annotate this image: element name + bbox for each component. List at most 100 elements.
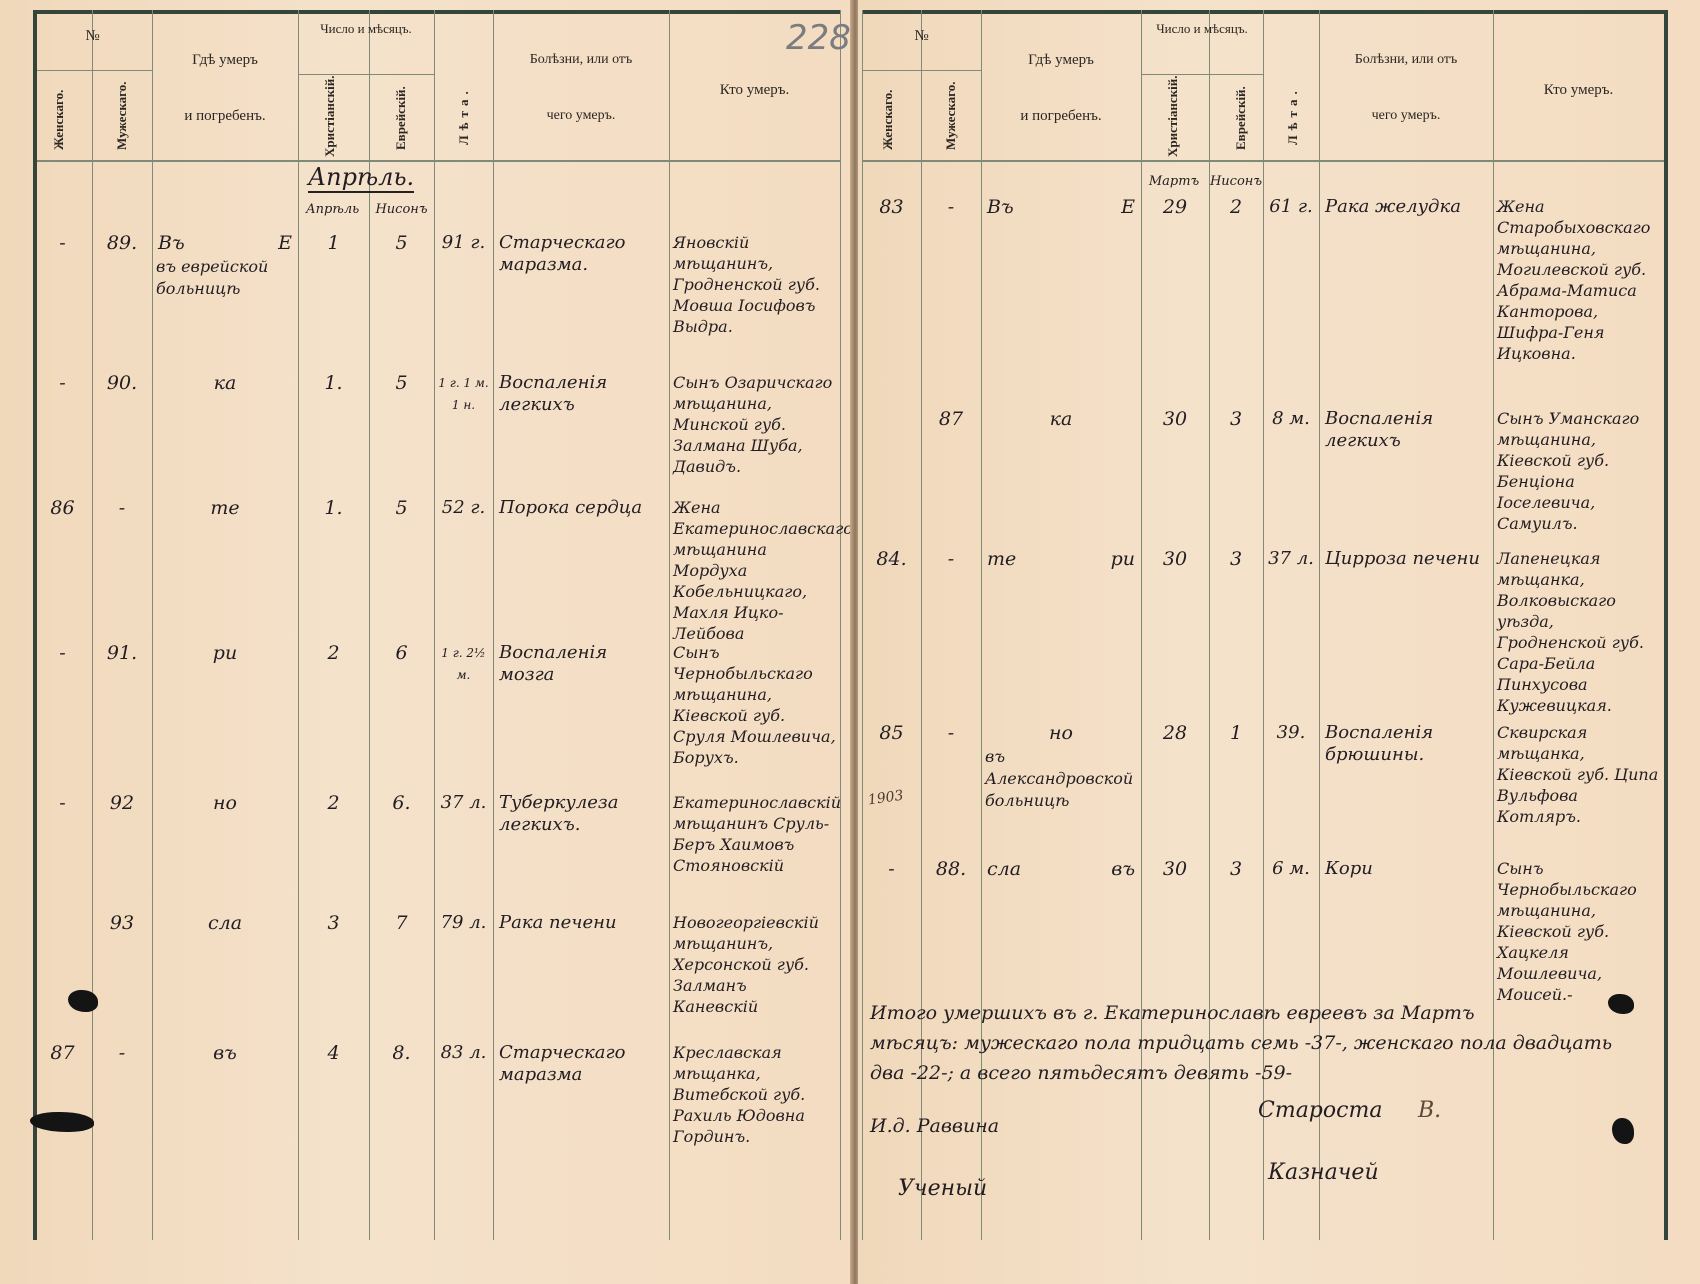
column-rule [862,10,863,1240]
age: 91 г. [441,232,486,253]
deceased-description: Лапенецкая мѣщанка, Волковыскаго уѣзда, … [1497,549,1644,715]
jewish-date: 8. [392,1042,411,1064]
christian-date: 28 [1162,722,1188,744]
header-age: Лѣта. [1285,86,1300,145]
signature-label-rabbi: И.д. Раввина [870,1115,1000,1137]
header-jewish: Еврейскій. [393,86,408,150]
ink-blot [1612,1118,1634,1144]
month-heading: Апрѣль. [308,163,415,193]
christian-date: 1. [324,372,343,394]
cause-of-death: Рака печени [499,912,617,933]
male-number: 90. [106,372,138,394]
header-christian: Христіанскій. [1165,75,1180,157]
female-number: 86 [50,497,75,519]
place-of-death: ка [1049,408,1073,430]
female-number: 87 [50,1042,75,1064]
column-rule [434,10,435,1240]
age: 8 м. [1272,408,1310,429]
place-of-death: въ [213,1042,237,1064]
deceased-description: Екатеринославскій мѣщанинъ Сруль-Беръ Ха… [673,793,842,875]
male-number: 91. [106,642,138,664]
christian-date: 30 [1162,408,1188,430]
christian-date: 1 [327,232,340,254]
female-number: - [59,642,66,664]
jewish-date: 3 [1229,408,1243,430]
header-christian: Христіанскій. [322,75,337,157]
age: 1 г. 1 м. 1 н. [438,376,489,412]
header-female: Женскаго. [880,89,895,150]
female-number: 85 [879,722,904,744]
column-rule [493,10,494,1240]
place-of-death: ка [213,372,237,394]
top-rule [33,10,840,14]
column-rule [298,10,299,1240]
age: 1 г. 2½ м. [441,646,486,682]
deceased-description: Сынъ Уманскаго мѣщанина, Кіевской губ. Б… [1497,409,1640,533]
page-number: 228 [786,18,851,58]
cause-of-death: Старческаго маразма. [499,232,626,275]
age: 39. [1276,722,1306,743]
column-rule [1263,10,1264,1240]
column-rule [152,10,153,1240]
header-buried: и погребенъ. [184,108,266,124]
jewish-date: 2 [1229,196,1243,218]
header-who: Кто умеръ. [719,82,790,98]
age: 79 л. [440,912,487,933]
cause-of-death: Порока сердца [499,497,643,518]
cause-of-death: Рака желудка [1325,196,1461,217]
place-of-death: ри [212,642,238,664]
place-of-death: сла въ [987,858,1135,880]
female-number: - [59,372,66,394]
jewish-month-label: Нисонъ [375,202,428,217]
place-of-death: но [213,792,237,814]
ink-blot [30,1112,94,1132]
place-of-death: те [210,497,240,519]
header-number: № [914,28,929,44]
column-rule [369,10,370,1240]
header-who: Кто умеръ. [1543,82,1614,98]
place-of-death: но [1049,722,1073,744]
header-buried: и погребенъ. [1020,108,1102,124]
header-bottom-rule [33,160,840,162]
signature-label-scholar: Ученый [898,1176,988,1201]
column-rule [1209,10,1210,1240]
male-number: 89. [106,232,138,254]
christian-date: 3 [327,912,340,934]
signature-label-treasurer: Казначей [1268,1160,1379,1185]
cause-of-death: Воспаленія брюшины. [1325,722,1434,765]
place-of-death: Въ Е [158,232,292,254]
header-date: Число и мѣсяцъ. [320,21,412,36]
jewish-date: 3 [1229,858,1243,880]
ink-blot [68,990,98,1012]
deceased-description: Сынъ Чернобыльскаго мѣщанина, Кіевской г… [673,643,836,767]
female-number: 84. [876,548,907,570]
column-rule [1664,10,1668,1240]
age: 52 г. [441,497,486,518]
jewish-date: 6 [395,642,408,664]
column-rule [840,10,841,1240]
column-rule [1141,10,1142,1240]
deceased-description: Сквирская мѣщанка, Кіевской губ. Ципа Ву… [1497,723,1659,826]
christian-date: 1. [324,497,343,519]
jewish-date: 5 [395,372,408,394]
column-rule [981,10,982,1240]
deceased-description: Сынъ Озаричскаго мѣщанина, Минской губ. … [673,373,833,476]
male-number: - [118,497,126,519]
deceased-description: Сынъ Чернобыльскаго мѣщанина, Кіевской г… [1497,859,1637,1004]
male-number: - [947,548,955,570]
place-detail: въ Александровской больницѣ [985,747,1134,810]
cause-of-death: Воспаленія легкихъ [499,372,608,415]
female-number: - [888,858,895,880]
female-number: - [59,792,66,814]
signature-elder: В. [1418,1098,1442,1123]
deceased-description: Новогеоргіевскій мѣщанинъ, Херсонской гу… [673,913,819,1016]
christian-date: 2 [327,792,340,814]
male-number: 93 [109,912,135,934]
jewish-date: 5 [395,497,408,519]
column-rule [921,10,922,1240]
female-number: 83 [879,196,904,218]
column-rule [92,10,93,1240]
deceased-description: Яновскій мѣщанинъ, Гродненской губ. Мовш… [673,233,820,336]
column-rule [669,10,670,1240]
place-of-death: сла [207,912,243,934]
